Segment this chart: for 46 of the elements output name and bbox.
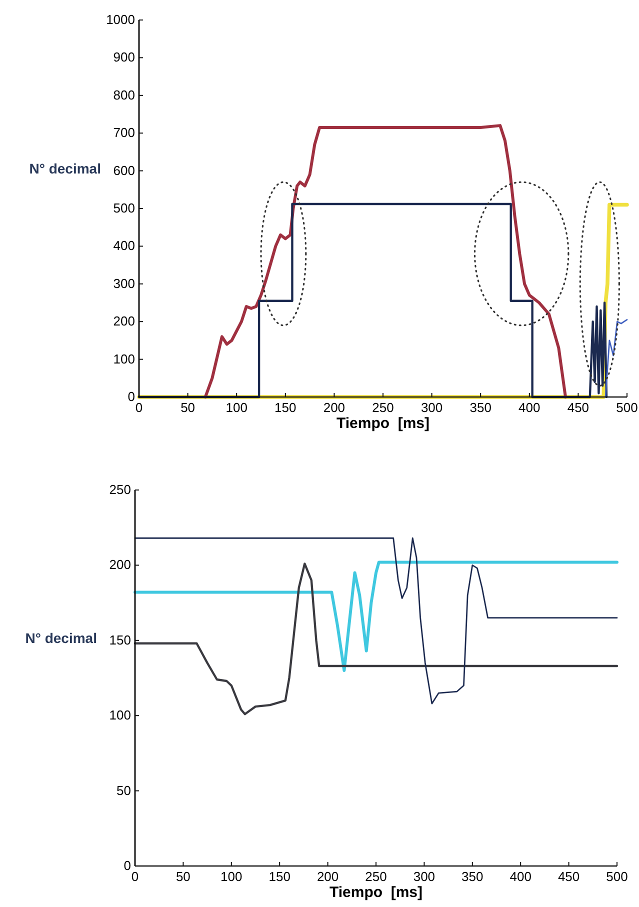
line-series: [134, 560, 618, 672]
y-tick-label: 800: [113, 87, 135, 102]
y-tick-label: 700: [113, 125, 135, 140]
x-tick-label: 250: [365, 869, 387, 884]
y-tick-label: 1000: [106, 12, 135, 27]
y-tick-label: 400: [113, 238, 135, 254]
y-tick-label: 0: [128, 389, 135, 404]
y-tick-label: 100: [113, 351, 135, 366]
x-tick-label: 150: [274, 400, 296, 415]
y-tick-label: 900: [113, 50, 135, 65]
x-tick-label: 350: [470, 400, 492, 415]
line-series: [604, 319, 628, 398]
x-tick-label: 50: [176, 869, 190, 884]
x-tick-label: 300: [413, 869, 436, 884]
y-axis-title: N° decimal: [29, 160, 101, 176]
x-tick-label: 100: [226, 400, 248, 415]
line-series: [134, 537, 618, 704]
x-axis-title: Tiempo [ms]: [336, 415, 430, 432]
x-tick-label: 450: [558, 869, 580, 884]
x-tick-label: 450: [567, 400, 590, 415]
y-tick-label: 300: [113, 276, 135, 291]
line-series: [204, 124, 568, 398]
x-axis-title: Tiempo [ms]: [329, 884, 423, 901]
y-tick-label: 0: [124, 858, 131, 873]
x-tick-label: 250: [372, 400, 394, 415]
x-tick-label: 150: [268, 869, 290, 884]
x-tick-label: 200: [323, 400, 346, 415]
x-tick-label: 300: [420, 400, 443, 415]
y-tick-label: 150: [109, 632, 131, 648]
x-tick-label: 400: [510, 869, 532, 884]
y-tick-label: 200: [109, 557, 131, 572]
y-tick-label: 250: [109, 482, 131, 497]
y-tick-label: 600: [113, 162, 135, 178]
x-tick-label: 200: [316, 869, 339, 884]
x-tick-label: 350: [462, 869, 484, 884]
x-tick-label: 500: [606, 869, 628, 884]
y-tick-label: 100: [109, 708, 131, 723]
x-tick-label: 500: [616, 400, 638, 415]
y-tick-label: 200: [113, 314, 135, 329]
x-tick-label: 400: [518, 400, 540, 415]
line-series: [134, 562, 618, 716]
y-axis-title: N° decimal: [25, 630, 97, 646]
y-tick-label: 50: [116, 782, 131, 798]
x-tick-label: 50: [180, 400, 196, 415]
x-tick-label: 100: [220, 869, 242, 884]
y-tick-label: 500: [113, 200, 135, 216]
